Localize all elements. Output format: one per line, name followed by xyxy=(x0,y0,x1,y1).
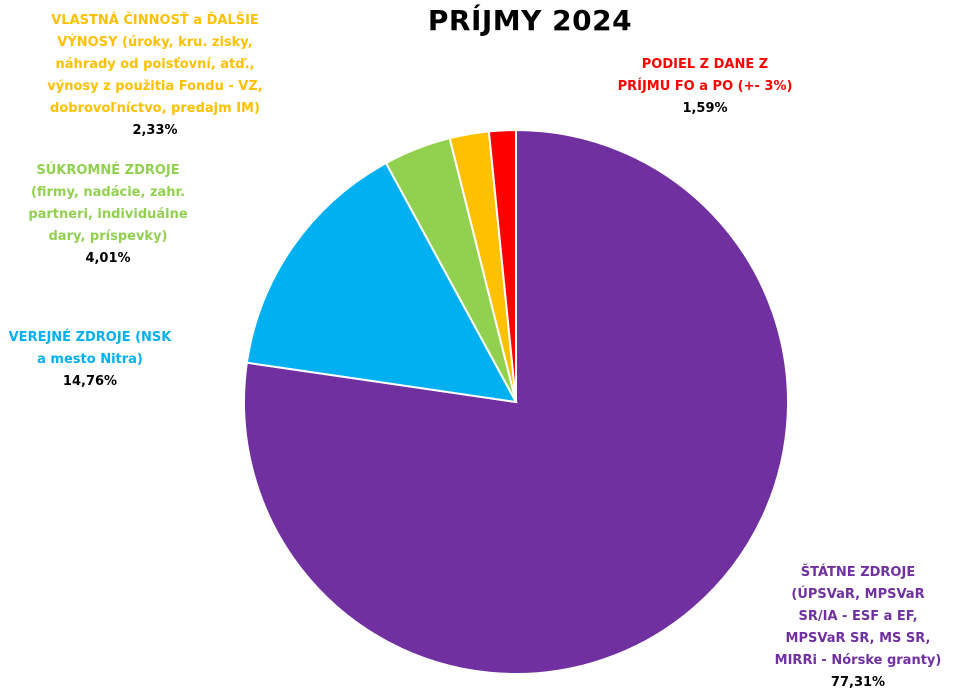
chart-title: PRÍJMY 2024 xyxy=(427,4,633,37)
slice-name: VLASTNÁ ČINNOSŤ a ĎALŠIE VÝNOSY (úroky, … xyxy=(47,13,263,116)
slice-name: ŠTÁTNE ZDROJE (ÚPSVaR, MPSVaR SR/IA - ES… xyxy=(774,565,942,668)
slice-value: 1,59% xyxy=(682,101,728,116)
slice-label-tax-share: PODIEL Z DANE Z PRÍJMU FO a PO (+- 3%) 1… xyxy=(570,54,840,120)
slice-label-private-sources: SÚKROMNÉ ZDROJE (firmy, nadácie, zahr. p… xyxy=(8,160,208,270)
slice-value: 4,01% xyxy=(85,251,131,266)
slice-state-sources xyxy=(243,128,789,675)
slice-public-sources xyxy=(245,161,518,404)
slice-label-state-sources: ŠTÁTNE ZDROJE (ÚPSVaR, MPSVaR SR/IA - ES… xyxy=(748,562,968,694)
slice-name: VEREJNÉ ZDROJE (NSK a mesto Nitra) xyxy=(8,330,172,367)
slice-name: PODIEL Z DANE Z PRÍJMU FO a PO (+- 3%) xyxy=(617,57,793,94)
slice-tax-share xyxy=(487,128,517,403)
slice-value: 77,31% xyxy=(830,675,886,690)
slice-label-public-sources: VEREJNÉ ZDROJE (NSK a mesto Nitra) 14,76… xyxy=(0,327,180,393)
slice-value: 2,33% xyxy=(132,123,178,138)
slice-label-own-activity: VLASTNÁ ČINNOSŤ a ĎALŠIE VÝNOSY (úroky, … xyxy=(0,10,310,142)
slice-value: 14,76% xyxy=(62,374,118,389)
slice-name: SÚKROMNÉ ZDROJE (firmy, nadácie, zahr. p… xyxy=(28,163,188,244)
